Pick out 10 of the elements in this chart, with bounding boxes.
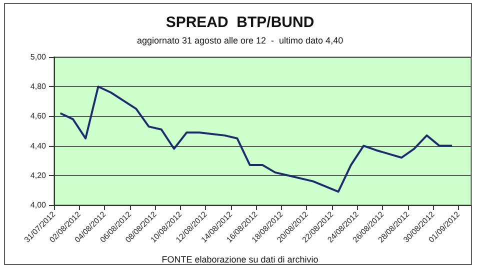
y-tick-label: 4,80	[30, 82, 47, 92]
y-tick-label: 4,60	[30, 112, 47, 121]
y-tick-label: 4,40	[30, 141, 47, 150]
y-tick-label: 5,00	[30, 52, 47, 62]
y-tick-label: 4,20	[30, 170, 47, 180]
line-series	[59, 86, 454, 193]
chart-subtitle: aggiornato 31 agosto alle ore 12 - ultimo dato 4,40	[136, 36, 344, 46]
y-tick-label: 4,00	[30, 200, 47, 210]
source-note: FONTE elaborazione su dati di archivio	[162, 254, 318, 264]
chart-title: SPREAD BTP/BUND	[166, 14, 314, 31]
